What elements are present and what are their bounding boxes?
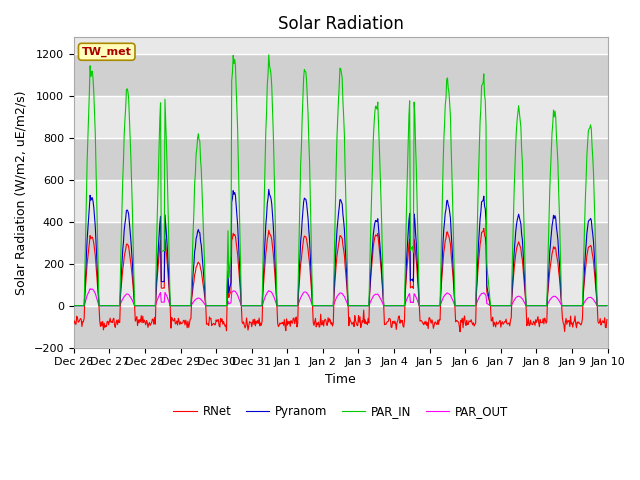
- Line: Pyranom: Pyranom: [74, 190, 607, 306]
- PAR_IN: [603, 303, 611, 309]
- PAR_OUT: [218, 303, 225, 309]
- RNet: [405, 241, 413, 247]
- PAR_OUT: [70, 303, 77, 309]
- Bar: [74, 138, 607, 180]
- RNet: [420, 319, 428, 325]
- Bar: [74, 306, 607, 348]
- RNet: [217, 315, 225, 321]
- Legend: RNet, Pyranom, PAR_IN, PAR_OUT: RNet, Pyranom, PAR_IN, PAR_OUT: [168, 400, 513, 422]
- PAR_IN: [189, 252, 196, 258]
- Bar: [74, 54, 607, 96]
- RNet: [134, 317, 142, 323]
- PAR_IN: [406, 98, 413, 104]
- PAR_IN: [70, 303, 77, 309]
- Pyranom: [406, 211, 413, 216]
- PAR_OUT: [135, 303, 143, 309]
- Pyranom: [603, 303, 611, 309]
- Line: PAR_OUT: PAR_OUT: [74, 288, 607, 306]
- PAR_IN: [134, 303, 142, 309]
- PAR_IN: [265, 52, 273, 58]
- Pyranom: [265, 187, 273, 192]
- RNet: [189, 290, 196, 296]
- PAR_OUT: [421, 303, 429, 309]
- Pyranom: [421, 303, 429, 309]
- Line: RNet: RNet: [74, 228, 607, 332]
- PAR_OUT: [86, 286, 94, 291]
- Pyranom: [79, 303, 87, 309]
- Y-axis label: Solar Radiation (W/m2, uE/m2/s): Solar Radiation (W/m2, uE/m2/s): [15, 90, 28, 295]
- Pyranom: [70, 303, 77, 309]
- PAR_OUT: [406, 291, 413, 297]
- Line: PAR_IN: PAR_IN: [74, 55, 607, 306]
- X-axis label: Time: Time: [325, 373, 356, 386]
- PAR_IN: [79, 303, 87, 309]
- PAR_OUT: [189, 300, 197, 305]
- RNet: [480, 226, 488, 231]
- PAR_OUT: [79, 303, 87, 309]
- PAR_IN: [421, 303, 429, 309]
- Title: Solar Radiation: Solar Radiation: [278, 15, 404, 33]
- RNet: [456, 329, 464, 335]
- PAR_OUT: [603, 303, 611, 309]
- Pyranom: [189, 280, 196, 286]
- Pyranom: [134, 303, 142, 309]
- RNet: [79, 319, 87, 324]
- Bar: [74, 222, 607, 264]
- Pyranom: [217, 303, 225, 309]
- PAR_IN: [217, 303, 225, 309]
- RNet: [70, 320, 77, 326]
- Text: TW_met: TW_met: [82, 47, 132, 57]
- RNet: [603, 317, 611, 323]
